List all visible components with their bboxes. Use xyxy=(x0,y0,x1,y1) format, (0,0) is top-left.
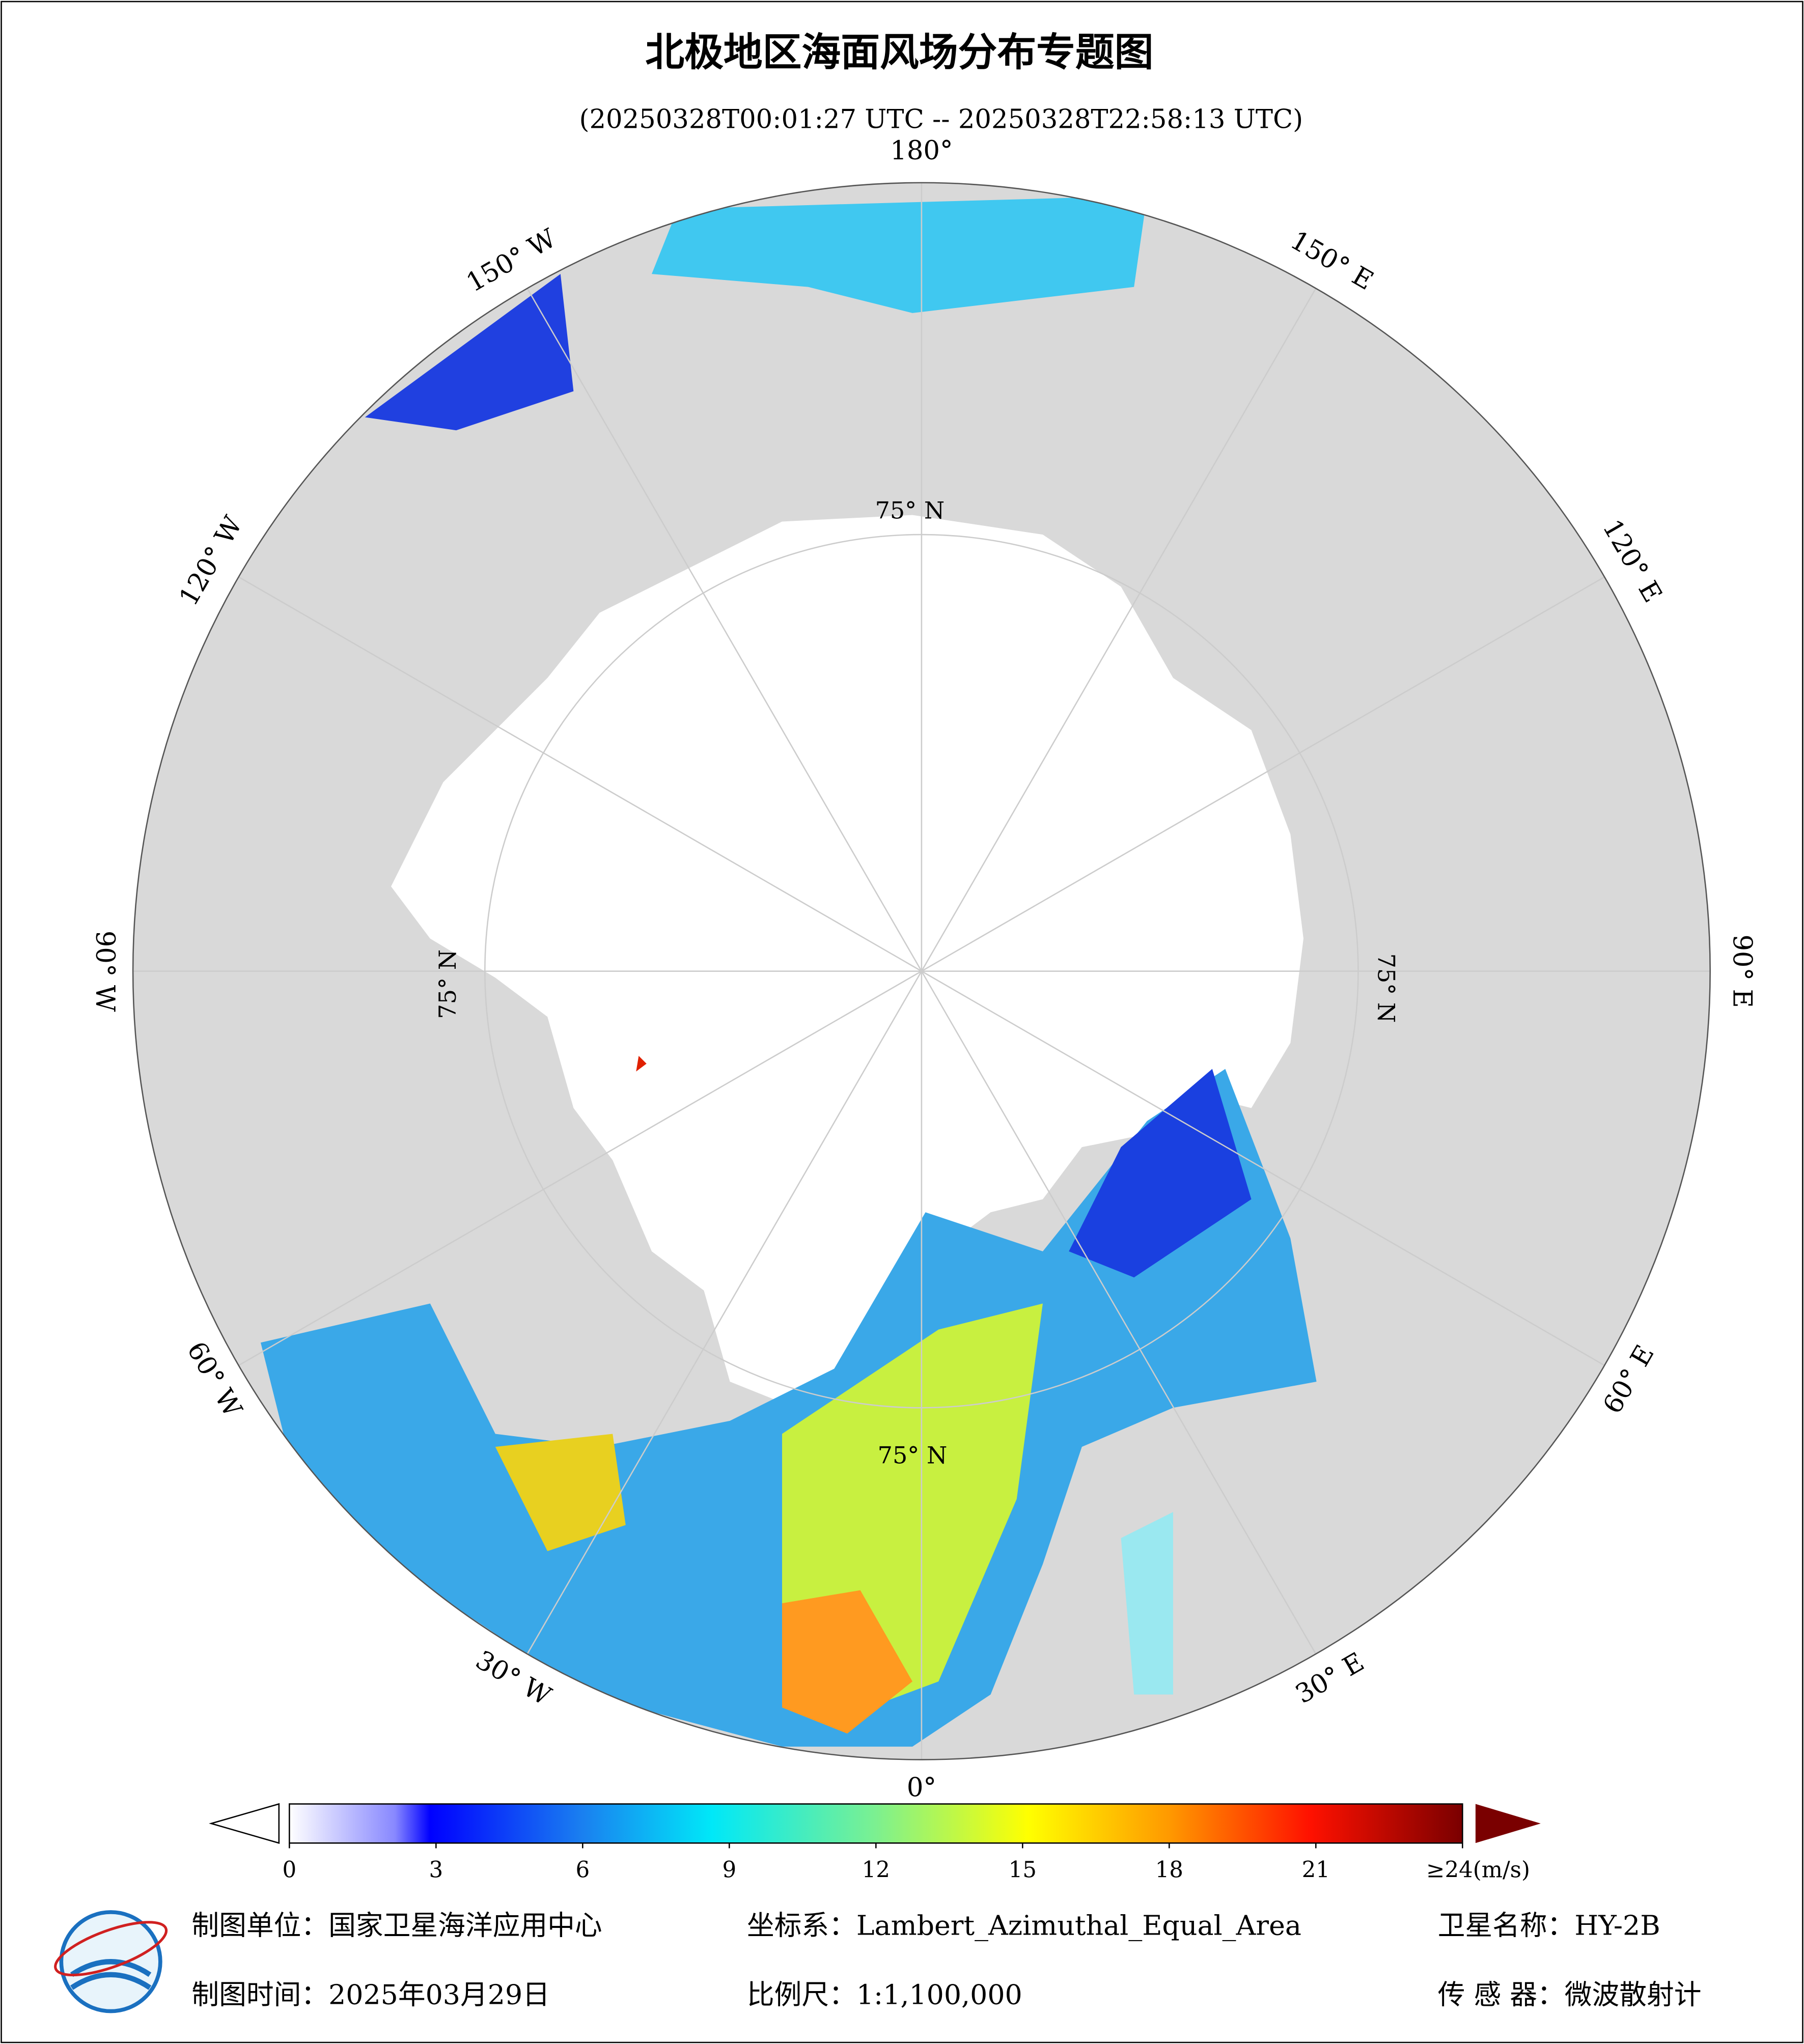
map-edge xyxy=(132,182,1711,1760)
colorbar-bar xyxy=(289,1803,1463,1844)
wind-field xyxy=(1121,1512,1173,1695)
colorbar-high-arrow xyxy=(1475,1804,1541,1843)
map xyxy=(133,182,1710,1760)
colorbar-tick-label: 18 xyxy=(1155,1858,1183,1883)
colorbar: 0 3 6 9 12 15 18 21 ≥24(m/s) xyxy=(209,1803,1541,1883)
arctic-ocean xyxy=(391,515,1303,1408)
wind-field xyxy=(365,274,574,431)
footer-sensor: 传 感 器：微波散射计 xyxy=(1438,1978,1702,2010)
wind-field xyxy=(495,1434,626,1551)
meridian xyxy=(238,576,922,972)
colorbar-tick-label: 0 xyxy=(282,1858,296,1883)
colorbar-tick-label: 15 xyxy=(1009,1858,1037,1883)
colorbar-tick-label: 3 xyxy=(429,1858,443,1883)
lon-label: 0° xyxy=(907,1772,936,1803)
logo xyxy=(54,1910,168,2013)
colorbar-low-arrow xyxy=(209,1803,280,1844)
meridian xyxy=(921,970,1605,1366)
colorbar-tick-label: 12 xyxy=(862,1858,890,1883)
colorbar-tick-label: 6 xyxy=(575,1858,590,1883)
footer-projection: 坐标系：Lambert_Azimuthal_Equal_Area xyxy=(747,1910,1301,1942)
lat-label: 75° N xyxy=(1373,954,1400,1023)
wind-field xyxy=(1069,1069,1252,1278)
footer-unit: 制图单位：国家卫星海洋应用中心 xyxy=(191,1910,602,1942)
colorbar-tick-label: 21 xyxy=(1302,1858,1330,1883)
wind-field xyxy=(636,1056,647,1072)
colorbar-tick-label: 9 xyxy=(722,1858,736,1883)
lat-label: 75° N xyxy=(875,497,945,524)
meridians xyxy=(133,182,1710,1760)
footer-date: 制图时间：2025年03月29日 xyxy=(191,1978,550,2010)
wind-field xyxy=(651,195,1147,313)
lat-label: 75° N xyxy=(434,949,461,1019)
meridian xyxy=(921,288,1317,972)
lon-label: 90° W xyxy=(90,931,120,1012)
title: 北极地区海面风场分布专题图 xyxy=(645,30,1153,75)
meridian xyxy=(526,288,923,972)
lon-label: 90° E xyxy=(1727,934,1758,1007)
wind-field xyxy=(260,1069,1317,1747)
colorbar-tick-label: ≥24(m/s) xyxy=(1426,1858,1530,1883)
meridian xyxy=(238,970,922,1366)
footer-satellite: 卫星名称：HY-2B xyxy=(1438,1910,1660,1942)
meridian xyxy=(526,971,923,1655)
lon-label: 180° xyxy=(890,135,953,166)
lat-label: 75° N xyxy=(878,1442,948,1469)
meridian xyxy=(921,971,1317,1655)
wind-field xyxy=(782,1590,912,1734)
subtitle: (20250328T00:01:27 UTC -- 20250328T22:58… xyxy=(579,104,1303,135)
meridian xyxy=(921,576,1605,972)
footer-scale: 比例尺：1:1,100,000 xyxy=(747,1978,1022,2010)
